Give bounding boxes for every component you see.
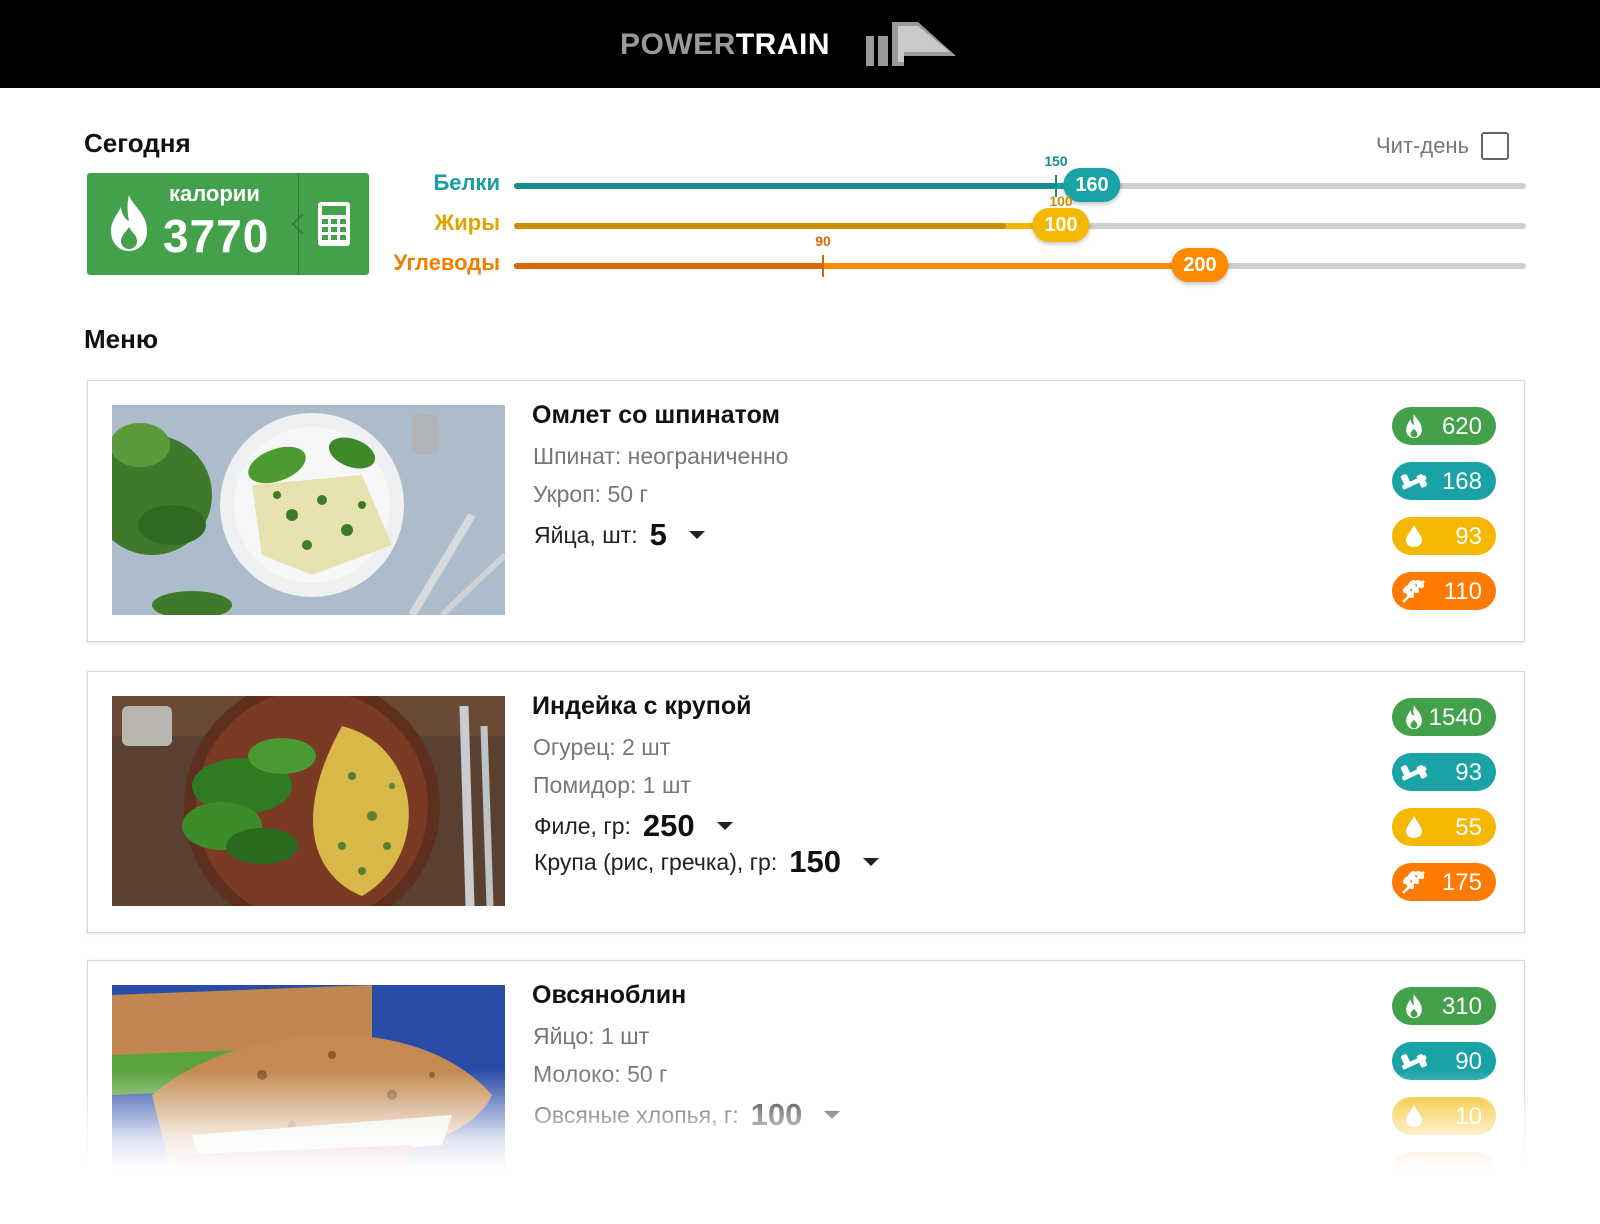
protein-icon xyxy=(1400,758,1428,786)
flame-icon xyxy=(1400,412,1428,440)
badge-value: 620 xyxy=(1441,413,1482,440)
dropdown-value: 150 xyxy=(789,844,841,879)
drop-icon xyxy=(1400,813,1428,841)
turkey-photo xyxy=(112,696,505,906)
ingredient-line: Яйцо: 1 шт xyxy=(533,1023,650,1049)
logo-text: POWERTRAIN xyxy=(620,28,830,62)
dropdown-label: Яйца, шт: xyxy=(534,521,638,548)
fat-badge: 55 xyxy=(1392,808,1496,846)
badge-value: 93 xyxy=(1455,759,1482,786)
cheat-day-toggle[interactable]: Чит-день xyxy=(1376,132,1510,160)
menu-heading: Меню xyxy=(84,324,159,354)
wheat-icon xyxy=(1400,868,1428,896)
badge-value: 1540 xyxy=(1428,704,1482,731)
macro-label-2: Углеводы xyxy=(393,250,500,275)
wheat-icon xyxy=(1400,577,1428,605)
dropdown-label: Крупа (рис, гречка), гр: xyxy=(534,848,778,875)
powertrain-logo[interactable]: POWERTRAIN xyxy=(620,20,956,70)
meal-title: Индейка с крупой xyxy=(532,692,752,720)
meal-title: Овсяноблин xyxy=(532,981,687,1009)
ingredient-line: Помидор: 1 шт xyxy=(533,772,691,798)
protein-icon xyxy=(1400,1047,1428,1075)
badge-value: 310 xyxy=(1441,993,1482,1020)
flame-icon xyxy=(1400,992,1428,1020)
dropdown-value: 250 xyxy=(642,808,695,843)
calories-summary: калории 3770 xyxy=(87,173,299,275)
logo-word-train: TRAIN xyxy=(735,28,830,61)
bottom-fade xyxy=(0,1070,1600,1224)
macro-label-0: Белки xyxy=(433,170,500,195)
calories-badge: 1540 xyxy=(1392,698,1496,736)
protein-badge: 168 xyxy=(1392,462,1496,500)
ingredient-line: Шпинат: неограниченно xyxy=(533,443,789,469)
protein-icon xyxy=(1400,467,1428,495)
macro-track-0[interactable]: 150 160 xyxy=(514,153,1526,202)
drop-icon xyxy=(1400,522,1428,550)
macro-label-1: Жиры xyxy=(434,210,500,235)
badge-value: 175 xyxy=(1441,869,1482,896)
ingredient-quantity-dropdown[interactable]: Крупа (рис, гречка), гр: 150 xyxy=(534,844,879,880)
ingredient-quantity-dropdown[interactable]: Яйца, шт: 5 xyxy=(534,517,705,553)
dropdown-label: Филе, гр: xyxy=(534,812,631,839)
caret-down-icon xyxy=(688,531,705,539)
cheat-day-label: Чит-день xyxy=(1376,133,1470,158)
fat-badge: 93 xyxy=(1392,517,1496,555)
calories-value: 3770 xyxy=(163,210,270,262)
macro-track-1[interactable]: 100 100 xyxy=(514,193,1526,242)
meal-image xyxy=(112,696,505,906)
badge-value: 168 xyxy=(1441,468,1482,495)
notch-decoration xyxy=(291,214,304,234)
ingredient-line: Укроп: 50 г xyxy=(533,481,648,507)
today-heading: Сегодня xyxy=(84,128,191,158)
calories-label: калории xyxy=(169,181,260,206)
train-logo-icon xyxy=(866,22,956,66)
macro-target-tick-2 xyxy=(822,255,824,277)
carbs-badge: 175 xyxy=(1392,863,1496,901)
nutrition-badges: 1540 93 55 175 xyxy=(1392,698,1496,918)
meal-card[interactable]: Омлет со шпинатом Шпинат: неограниченно Ук… xyxy=(87,380,1525,642)
macro-consumed-fill-0 xyxy=(514,183,1056,189)
macro-target-value-1: 100 xyxy=(1049,193,1073,209)
macro-slider-handle-2[interactable]: 200 xyxy=(1171,248,1229,282)
macro-target-value-0: 150 xyxy=(1044,153,1068,169)
macro-target-tick-0 xyxy=(1055,175,1057,197)
badge-value: 93 xyxy=(1455,523,1482,550)
ingredient-line: Огурец: 2 шт xyxy=(533,734,671,760)
flame-icon xyxy=(1400,703,1428,731)
macro-track-2[interactable]: 90 200 xyxy=(514,233,1526,282)
macro-slider-handle-0[interactable]: 160 xyxy=(1063,168,1121,202)
macro-target-value-2: 90 xyxy=(815,233,831,249)
calories-badge: 310 xyxy=(1392,987,1496,1025)
macro-consumed-fill-1 xyxy=(514,223,1006,229)
meal-card[interactable]: Индейка с крупой Огурец: 2 шт Помидор: 1 ш… xyxy=(87,671,1525,933)
badge-value: 110 xyxy=(1443,578,1482,605)
caret-down-icon xyxy=(716,822,733,830)
logo-word-power: POWER xyxy=(620,28,736,61)
carbs-badge: 110 xyxy=(1392,572,1496,610)
cheat-day-checkbox[interactable] xyxy=(1481,132,1510,160)
macro-consumed-fill-2 xyxy=(514,263,823,269)
nutrition-badges: 620 168 93 110 xyxy=(1392,407,1496,627)
caret-down-icon xyxy=(862,858,879,866)
dropdown-value: 5 xyxy=(649,517,667,552)
protein-badge: 93 xyxy=(1392,753,1496,791)
top-bar: POWERTRAIN xyxy=(0,0,1600,88)
calculator-icon xyxy=(318,202,350,246)
badge-value: 55 xyxy=(1455,814,1482,841)
calculator-button[interactable] xyxy=(291,173,369,275)
calories-badge: 620 xyxy=(1392,407,1496,445)
meal-image xyxy=(112,405,505,615)
macro-fill-2 xyxy=(514,263,1200,269)
flame-icon xyxy=(111,195,147,251)
macro-slider-handle-1[interactable]: 100 xyxy=(1032,208,1090,242)
meal-title: Омлет со шпинатом xyxy=(532,401,781,429)
calories-card: калории 3770 xyxy=(87,173,369,275)
ingredient-quantity-dropdown[interactable]: Филе, гр: 250 xyxy=(534,808,733,844)
omelette-photo xyxy=(112,405,505,615)
